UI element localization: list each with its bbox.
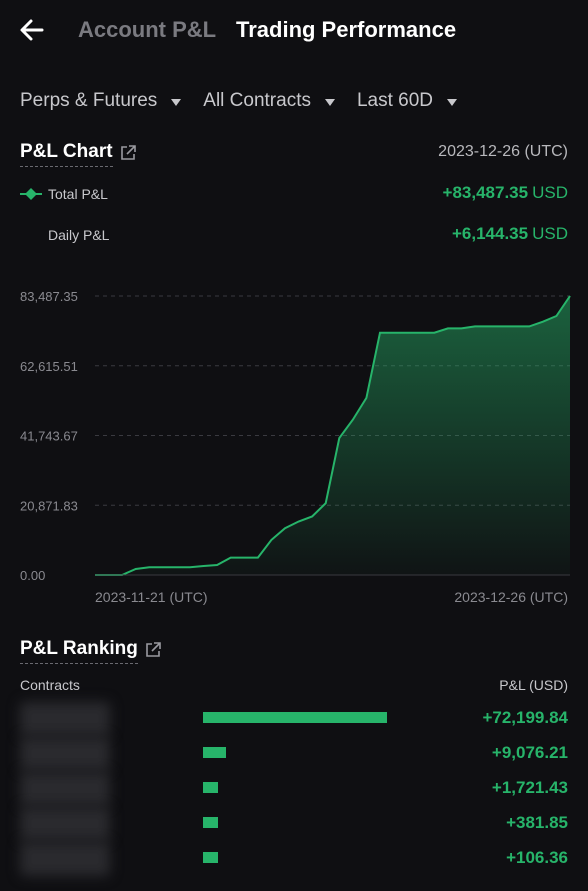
chart-date: 2023-12-26 (UTC) <box>438 143 568 160</box>
product-filter-label: Perps & Futures <box>20 90 158 111</box>
filter-bar: Perps & Futures All Contracts Last 60D <box>20 86 479 116</box>
series-marker-icon <box>20 188 42 200</box>
pnl-amount: +1,721.43 <box>491 778 568 797</box>
contract-name-redacted <box>20 737 110 771</box>
ranking-row[interactable]: +9,076.21 <box>20 737 568 771</box>
product-filter-dropdown[interactable]: Perps & Futures <box>20 86 182 116</box>
tab-account-pnl[interactable]: Account P&L <box>78 17 217 42</box>
tab-trading-performance[interactable]: Trading Performance <box>236 17 457 42</box>
ranking-row[interactable]: +381.85 <box>20 807 568 841</box>
pnl-series-line <box>95 295 571 576</box>
daily-pnl-unit: USD <box>532 224 568 243</box>
ranking-row[interactable]: +72,199.84 <box>20 702 568 736</box>
caret-down-icon <box>447 98 458 106</box>
ranking-row[interactable]: +106.36 <box>20 842 568 876</box>
y-tick-label: 83,487.35 <box>20 289 78 304</box>
top-bar: Account P&L Trading Performance <box>0 0 588 60</box>
total-pnl-value: +83,487.35 USD <box>443 183 568 203</box>
daily-pnl-label: Daily P&L <box>48 227 110 243</box>
legend-total-pnl: Total P&L +83,487.35 USD <box>20 182 568 206</box>
pnl-amount: +72,199.84 <box>482 708 568 727</box>
x-tick-end: 2023-12-26 (UTC) <box>454 589 568 605</box>
y-tick-label: 0.00 <box>20 568 45 583</box>
pnl-amount: +381.85 <box>506 813 568 832</box>
daily-pnl-amount: +6,144.35 <box>451 224 529 243</box>
ranking-col-pnl: P&L (USD) <box>499 677 568 693</box>
pnl-bar <box>203 817 218 828</box>
y-tick-label: 41,743.67 <box>20 429 78 444</box>
y-tick-label: 20,871.83 <box>20 498 78 513</box>
pnl-chart-title: P&L Chart <box>20 139 137 167</box>
pnl-bar <box>203 852 218 863</box>
external-link-icon[interactable] <box>144 641 162 659</box>
y-tick-label: 62,615.51 <box>20 359 78 374</box>
x-tick-start: 2023-11-21 (UTC) <box>95 589 208 605</box>
ranking-row[interactable]: +1,721.43 <box>20 772 568 806</box>
ranking-header: Contracts P&L (USD) <box>20 677 568 695</box>
pnl-amount: +9,076.21 <box>491 743 568 762</box>
contract-name-redacted <box>20 702 110 736</box>
pnl-area-fill <box>95 296 570 575</box>
caret-down-icon <box>171 98 182 106</box>
contracts-filter-label: All Contracts <box>203 90 311 111</box>
pnl-bar <box>203 712 387 723</box>
pnl-bar <box>203 747 227 758</box>
total-pnl-amount: +83,487.35 <box>442 183 529 202</box>
pnl-area-chart[interactable]: 83,487.35 62,615.51 41,743.67 20,871.83 0.00… <box>0 280 588 610</box>
pnl-amount: +106.36 <box>506 848 568 867</box>
contract-name-redacted <box>20 807 110 841</box>
total-pnl-unit: USD <box>532 183 568 202</box>
daily-pnl-value: +6,144.35 USD <box>452 224 568 244</box>
contract-name-redacted <box>20 842 110 876</box>
period-filter-dropdown[interactable]: Last 60D <box>356 86 458 116</box>
pnl-ranking-title: P&L Ranking <box>20 636 162 664</box>
total-pnl-label: Total P&L <box>48 186 108 202</box>
external-link-icon[interactable] <box>119 144 137 162</box>
pnl-bar <box>203 782 218 793</box>
ranking-col-contracts: Contracts <box>20 677 80 693</box>
contracts-filter-dropdown[interactable]: All Contracts <box>203 86 335 116</box>
contract-name-redacted <box>20 772 110 806</box>
legend-daily-pnl: Daily P&L +6,144.35 USD <box>20 223 568 247</box>
pnl-chart-title-text: P&L Chart <box>20 139 113 167</box>
caret-down-icon <box>324 98 335 106</box>
back-arrow-icon[interactable] <box>16 14 48 46</box>
period-filter-label: Last 60D <box>356 90 434 111</box>
pnl-ranking-title-text: P&L Ranking <box>20 636 138 664</box>
